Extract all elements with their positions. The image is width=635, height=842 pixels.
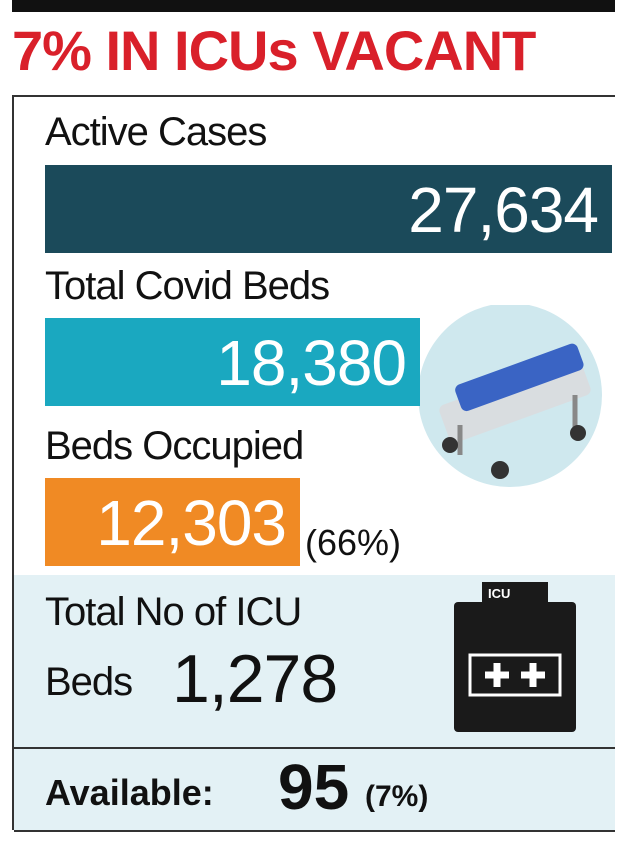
stat-label: Total Covid Beds bbox=[45, 264, 330, 308]
available-value: 95 bbox=[278, 751, 350, 823]
stat-bar: 12,303 bbox=[45, 478, 300, 566]
stat-bar: 18,380 bbox=[45, 318, 420, 406]
icu-icon-label: ICU bbox=[488, 586, 511, 601]
stat-bar: 27,634 bbox=[45, 165, 612, 253]
stat-value: 12,303 bbox=[96, 487, 287, 559]
stat-note: (66%) bbox=[305, 522, 402, 563]
available-note: (7%) bbox=[365, 780, 429, 813]
icu-label: Total No of ICU bbox=[45, 590, 302, 634]
stat-value: 18,380 bbox=[216, 327, 407, 399]
title: 7% IN ICUs VACANT bbox=[12, 19, 536, 82]
available-label: Available: bbox=[45, 772, 214, 813]
top-bar bbox=[12, 0, 615, 12]
rule bbox=[12, 95, 615, 97]
bottom-border bbox=[14, 830, 615, 832]
icu-label: Beds bbox=[45, 660, 133, 704]
left-border bbox=[12, 95, 14, 830]
bed-icon bbox=[418, 305, 602, 487]
icu-icon bbox=[454, 582, 576, 732]
stat-label: Beds Occupied bbox=[45, 424, 304, 468]
stat-label: Active Cases bbox=[45, 110, 267, 154]
rule bbox=[14, 747, 615, 749]
stat-value: 27,634 bbox=[408, 174, 599, 246]
icu-value: 1,278 bbox=[172, 641, 338, 717]
